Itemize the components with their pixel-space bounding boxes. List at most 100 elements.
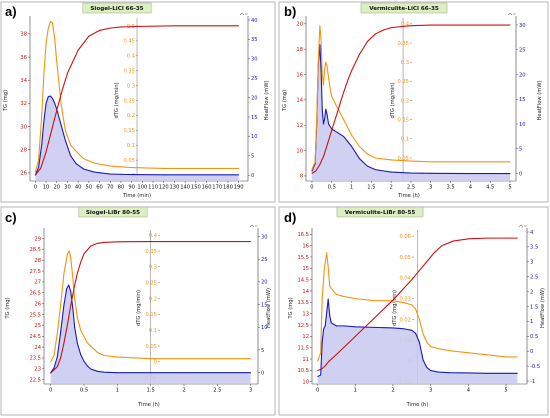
heatflow-data-point [343,325,345,327]
tg-tick-label: 34 [20,78,27,84]
heatflow-data-point [374,169,376,171]
tg-tick-label: 11 [302,357,309,363]
dtg-data-point [86,342,88,344]
dtg-data-point [430,346,432,347]
x-tick-label: 4.5 [486,185,494,191]
dtg-data-point [64,129,66,131]
dtg-tick-label: 0.06 [399,234,411,240]
dtg-data-point [430,161,432,163]
heatflow-tick-label: 10 [519,122,526,128]
tg-tick-label: 23.5 [29,356,41,362]
zoom-icon[interactable]: ▫ [239,11,248,16]
tg-data-point [76,272,78,274]
dtg-axis-label-a: dTG (mg/min) [114,82,120,118]
tg-data-point [339,104,341,106]
tg-tick-label: 11.5 [297,346,309,352]
heatflow-tick-label: 4 [530,230,534,236]
tg-data-point [441,245,443,247]
heatflow-data-point [426,367,428,369]
tg-data-point [516,237,518,239]
dtg-data-point [314,161,316,163]
dtg-data-point [250,358,252,360]
zoom-icon[interactable]: ▫ [518,223,527,228]
heatflow-data-point [366,165,368,167]
zoom-icon[interactable]: ▫ [249,223,258,228]
heatflow-tick-label: 25 [251,76,258,82]
x-tick-label: 120 [159,185,169,191]
dtg-data-point [410,160,412,162]
heatflow-data-point [116,372,118,374]
dtg-data-point [335,103,337,105]
dtg-tick-label: 0.35 [145,249,157,255]
x-tick-label: 0 [310,185,313,191]
heatflow-data-point [516,372,518,374]
heatflow-tick-label: 15 [519,97,526,103]
heatflow-axis-label-c: HeatFlow (mW) [266,288,272,328]
dtg-tick-label: 0.04 [399,276,411,282]
dtg-data-point [332,289,334,291]
heatflow-tick-label: 3 [530,260,533,266]
heatflow-data-point [56,356,58,358]
dtg-tick-label: 0.2 [401,98,409,104]
tg-tick-label: 15.5 [297,255,309,261]
tg-data-point [426,261,428,262]
title-box-c [78,206,148,218]
dtg-data-point [328,77,330,78]
tg-tick-label: 38 [20,32,27,38]
heatflow-data-point [324,325,326,327]
svg-text:▫: ▫ [245,11,248,16]
tg-data-point [120,26,122,28]
tg-tick-label: 28 [20,148,27,154]
x-tick-label: 2.5 [213,388,221,394]
dtg-data-point [60,304,62,306]
tg-data-point [63,342,65,344]
heatflow-data-point [410,172,412,174]
tg-data-point [206,25,207,27]
zoom-icon[interactable]: ▫ [507,11,516,16]
tg-tick-label: 30 [20,124,27,130]
tg-data-point [390,27,392,29]
tg-data-point [327,142,329,144]
heatflow-data-point [359,158,360,160]
heatflow-data-point [86,365,88,367]
tg-tick-label: 16 [302,243,309,249]
heatflow-area-d [317,299,518,384]
heatflow-data-point [43,120,45,122]
tg-tick-label: 14 [302,289,309,295]
heatflow-data-point [373,326,375,328]
dtg-data-point [327,266,329,268]
dtg-data-point [319,25,321,27]
tg-tick-label: 22.5 [29,377,41,383]
svg-text:▫: ▫ [524,223,527,228]
heatflow-tick-label: 35 [251,37,258,43]
chart-panel-d: d) Vermiculite-LiBr 80-55▫1010.51111.5121… [284,206,546,408]
x-tick-label: 2 [390,185,393,191]
heatflow-series-line-d [317,298,518,378]
dtg-tick-label: 0.05 [123,158,135,164]
heatflow-data-point [392,327,394,329]
svg-text:▫: ▫ [255,223,258,228]
tg-data-point [382,29,384,31]
dtg-data-point [317,360,319,362]
heatflow-series-line-a [34,95,239,176]
x-tick-label: 0.5 [328,185,336,191]
dtg-data-point [339,111,341,113]
panel-frame-a [0,1,276,203]
heatflow-data-point [83,168,84,170]
heatflow-data-point [321,341,323,343]
x-tick-label: 180 [223,185,233,191]
tg-tick-label: 18 [296,47,303,53]
svg-text:▫: ▫ [513,11,516,16]
dtg-data-point [49,21,51,22]
heatflow-data-point [45,102,47,104]
dtg-data-point [75,150,77,152]
dtg-data-point [311,169,313,170]
dtg-data-point [426,341,428,343]
dtg-data-point [422,333,424,335]
dtg-data-point [324,69,326,71]
tg-data-point [467,238,469,240]
dtg-tick-label: 0.4 [127,54,136,60]
panel-letter-a: a) [5,4,17,19]
heatflow-axis-label-b: HeatFlow (mW) [537,80,543,120]
heatflow-tick-label: 0 [519,171,522,177]
